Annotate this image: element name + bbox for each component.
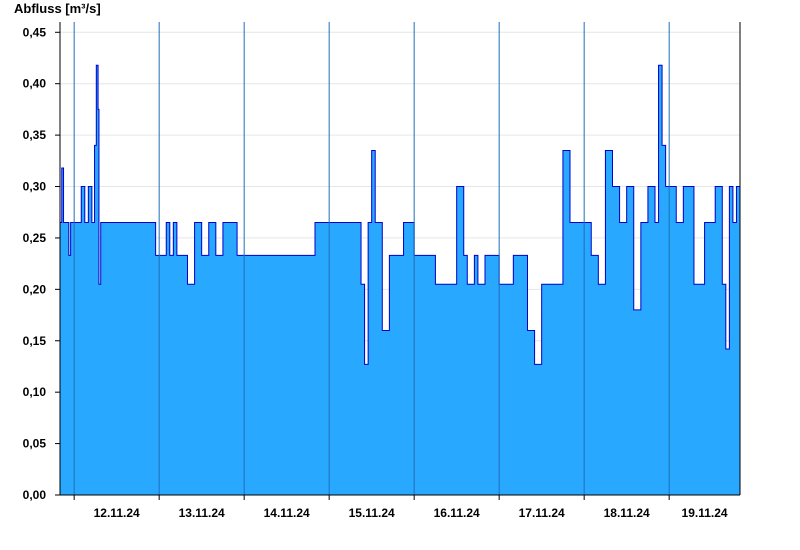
y-tick-label-1: 0,05 <box>23 437 47 451</box>
x-tick-label-2: 14.11.24 <box>264 506 310 520</box>
y-tick-label-7: 0,35 <box>23 128 47 142</box>
x-tick-label-6: 18.11.24 <box>604 506 650 520</box>
day-boundary-lines <box>73 22 670 495</box>
y-tick-label-0: 0,00 <box>23 488 47 502</box>
axes <box>55 22 741 500</box>
y-tick-label-6: 0,30 <box>23 180 47 194</box>
x-tick-label-5: 17.11.24 <box>519 506 565 520</box>
y-tick-label-8: 0,40 <box>23 77 47 91</box>
y-tick-label-9: 0,45 <box>23 25 47 39</box>
series-area <box>60 64 740 495</box>
series-line <box>60 64 740 365</box>
y-tick-label-2: 0,10 <box>23 385 47 399</box>
x-tick-label-0: 12.11.24 <box>94 506 140 520</box>
x-tick-label-3: 15.11.24 <box>349 506 395 520</box>
series-area-fill <box>60 65 740 495</box>
x-tick-label-4: 16.11.24 <box>434 506 480 520</box>
y-tick-label-5: 0,25 <box>23 231 47 245</box>
x-tick-label-7: 19.11.24 <box>682 506 728 520</box>
y-tick-label-3: 0,15 <box>23 334 47 348</box>
y-axis-label: Abfluss [m³/s] <box>14 1 101 16</box>
x-tick-label-1: 13.11.24 <box>179 506 225 520</box>
x-tick-labels: 12.11.24 13.11.24 14.11.24 15.11.24 16.11.24… <box>94 506 728 520</box>
y-tick-labels: 0,00 0,05 0,10 0,15 0,20 0,25 0,30 0,35 0,40 0,45 <box>23 25 47 502</box>
y-tick-label-4: 0,20 <box>23 282 47 296</box>
